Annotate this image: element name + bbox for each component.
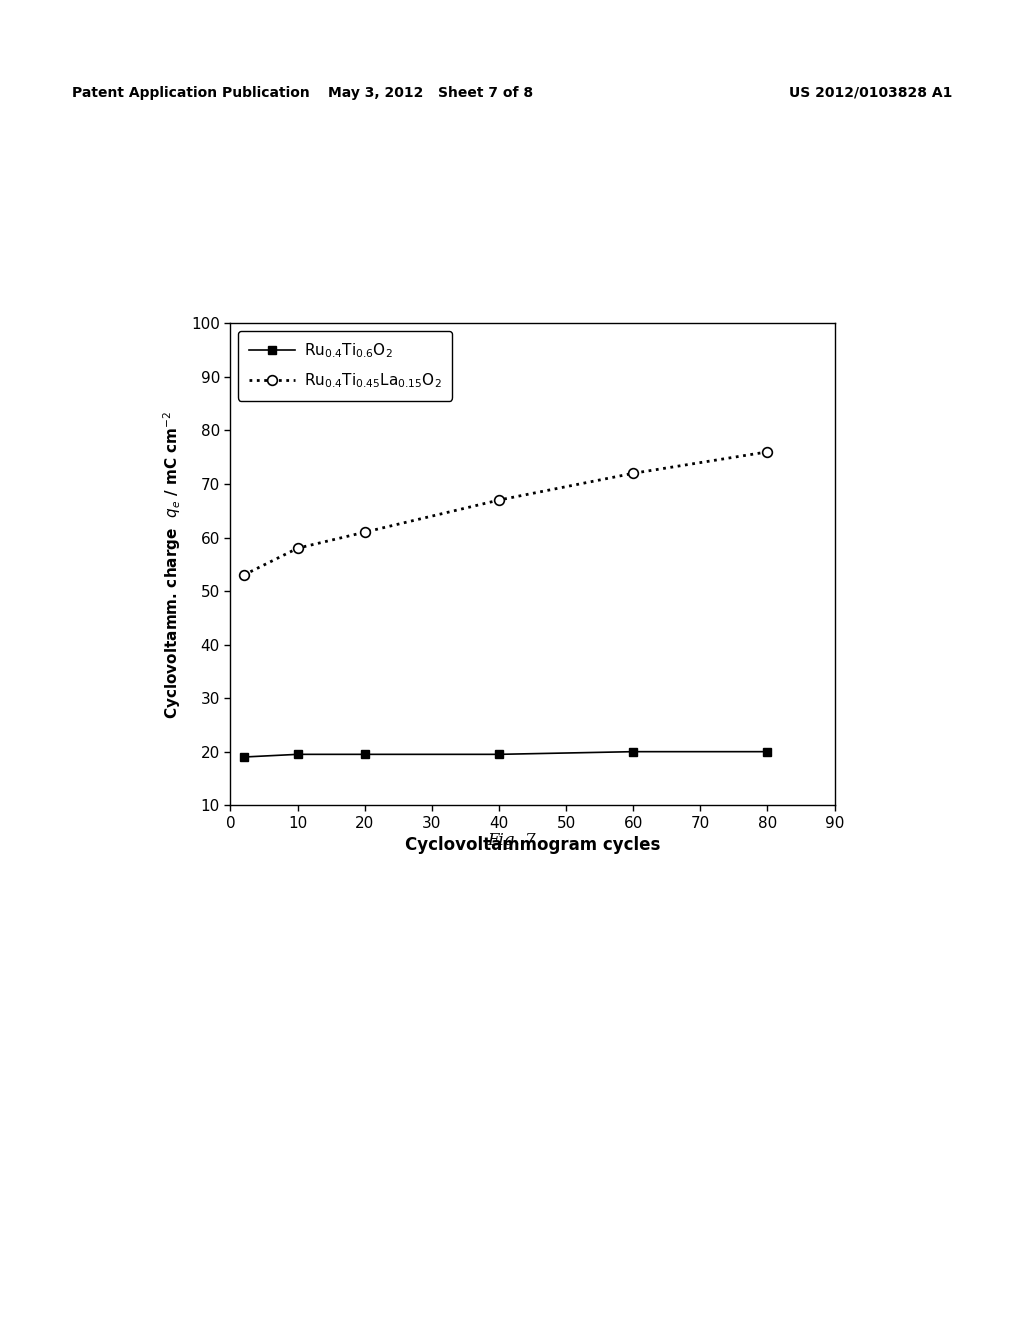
- Text: US 2012/0103828 A1: US 2012/0103828 A1: [788, 86, 952, 100]
- Ru$_{0.4}$Ti$_{0.45}$La$_{0.15}$O$_2$: [238, 568, 250, 583]
- Ru$_{0.4}$Ti$_{0.6}$O$_2$: [493, 746, 505, 762]
- Line: Ru$_{0.4}$Ti$_{0.45}$La$_{0.15}$O$_2$: Ru$_{0.4}$Ti$_{0.45}$La$_{0.15}$O$_2$: [239, 447, 772, 579]
- Ru$_{0.4}$Ti$_{0.6}$O$_2$: [292, 746, 304, 762]
- Ru$_{0.4}$Ti$_{0.6}$O$_2$: [358, 746, 371, 762]
- Text: May 3, 2012   Sheet 7 of 8: May 3, 2012 Sheet 7 of 8: [328, 86, 532, 100]
- Legend: Ru$_{0.4}$Ti$_{0.6}$O$_2$, Ru$_{0.4}$Ti$_{0.45}$La$_{0.15}$O$_2$: Ru$_{0.4}$Ti$_{0.6}$O$_2$, Ru$_{0.4}$Ti$…: [238, 331, 453, 400]
- Line: Ru$_{0.4}$Ti$_{0.6}$O$_2$: Ru$_{0.4}$Ti$_{0.6}$O$_2$: [240, 747, 772, 762]
- Ru$_{0.4}$Ti$_{0.6}$O$_2$: [627, 743, 639, 759]
- Text: Fig. 7: Fig. 7: [487, 832, 537, 849]
- X-axis label: Cyclovoltammogram cycles: Cyclovoltammogram cycles: [404, 836, 660, 854]
- Ru$_{0.4}$Ti$_{0.45}$La$_{0.15}$O$_2$: [358, 524, 371, 540]
- Ru$_{0.4}$Ti$_{0.6}$O$_2$: [761, 743, 773, 759]
- Ru$_{0.4}$Ti$_{0.45}$La$_{0.15}$O$_2$: [493, 492, 505, 508]
- Ru$_{0.4}$Ti$_{0.6}$O$_2$: [238, 748, 250, 764]
- Ru$_{0.4}$Ti$_{0.45}$La$_{0.15}$O$_2$: [292, 540, 304, 556]
- Y-axis label: Cyclovoltamm. charge  $q_e$ / mC cm$^{-2}$: Cyclovoltamm. charge $q_e$ / mC cm$^{-2}…: [161, 411, 182, 718]
- Ru$_{0.4}$Ti$_{0.45}$La$_{0.15}$O$_2$: [627, 466, 639, 482]
- Ru$_{0.4}$Ti$_{0.45}$La$_{0.15}$O$_2$: [761, 444, 773, 459]
- Text: Patent Application Publication: Patent Application Publication: [72, 86, 309, 100]
